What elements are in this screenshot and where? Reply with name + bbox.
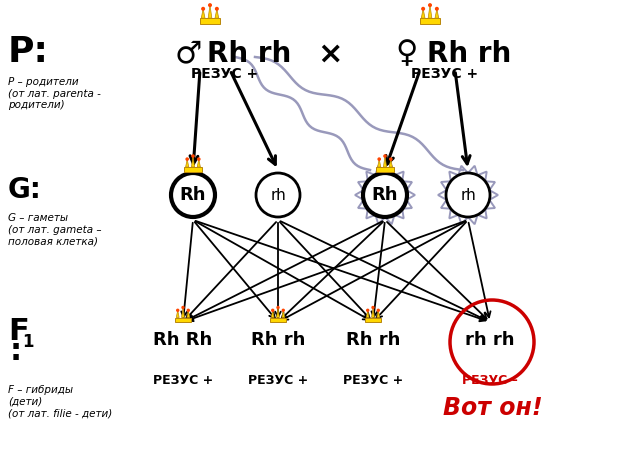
Circle shape xyxy=(446,173,490,217)
Polygon shape xyxy=(187,311,189,317)
Polygon shape xyxy=(201,9,205,18)
Polygon shape xyxy=(365,317,381,322)
Circle shape xyxy=(256,173,300,217)
Circle shape xyxy=(198,158,200,160)
Polygon shape xyxy=(420,18,440,24)
Text: rh rh: rh rh xyxy=(465,331,515,349)
Text: F – гибриды
(дети)
(от лат. filie - дети): F – гибриды (дети) (от лат. filie - дети… xyxy=(8,385,112,418)
Text: Rh rh: Rh rh xyxy=(346,331,400,349)
Polygon shape xyxy=(270,317,286,322)
Text: ×: × xyxy=(317,39,343,69)
Polygon shape xyxy=(176,311,179,317)
Text: Rh: Rh xyxy=(372,186,398,204)
Polygon shape xyxy=(182,307,184,317)
Circle shape xyxy=(216,7,218,10)
Text: РЕЗУС +: РЕЗУС + xyxy=(343,374,403,387)
Circle shape xyxy=(378,158,380,160)
Polygon shape xyxy=(208,5,212,18)
Circle shape xyxy=(209,4,211,6)
Text: ♂: ♂ xyxy=(175,39,202,69)
Polygon shape xyxy=(383,156,387,167)
Text: ♀: ♀ xyxy=(395,39,417,69)
Polygon shape xyxy=(191,156,195,167)
Text: Rh rh: Rh rh xyxy=(251,331,305,349)
Text: G – гаметы
(от лат. gameta –
половая клетка): G – гаметы (от лат. gameta – половая кле… xyxy=(8,213,102,246)
Circle shape xyxy=(384,155,386,157)
Circle shape xyxy=(363,173,407,217)
Circle shape xyxy=(277,306,279,309)
Text: Rh rh: Rh rh xyxy=(207,40,291,68)
Polygon shape xyxy=(377,311,380,317)
Circle shape xyxy=(378,309,380,311)
Circle shape xyxy=(372,306,374,309)
Circle shape xyxy=(429,4,431,6)
Circle shape xyxy=(182,306,184,309)
Circle shape xyxy=(436,7,438,10)
Text: F: F xyxy=(8,317,29,347)
Polygon shape xyxy=(200,18,220,24)
Polygon shape xyxy=(271,311,274,317)
Circle shape xyxy=(186,158,188,160)
Text: Rh: Rh xyxy=(180,186,206,204)
Circle shape xyxy=(422,7,424,10)
Circle shape xyxy=(272,309,274,311)
Text: Вот он!: Вот он! xyxy=(443,396,543,420)
Polygon shape xyxy=(421,9,425,18)
Circle shape xyxy=(390,158,392,160)
Text: rh: rh xyxy=(270,187,286,202)
Text: rh: rh xyxy=(460,187,476,202)
Text: РЕЗУС +: РЕЗУС + xyxy=(412,67,479,81)
Circle shape xyxy=(282,309,284,311)
Circle shape xyxy=(177,309,179,311)
Text: P – родители
(от лат. parenta -
родители): P – родители (от лат. parenta - родители… xyxy=(8,77,101,110)
Polygon shape xyxy=(435,9,439,18)
Text: :: : xyxy=(10,338,22,366)
Polygon shape xyxy=(389,159,392,167)
Polygon shape xyxy=(186,159,189,167)
Text: Rh rh: Rh rh xyxy=(427,40,511,68)
Polygon shape xyxy=(378,159,381,167)
Polygon shape xyxy=(175,317,191,322)
Polygon shape xyxy=(372,307,374,317)
Text: РЕЗУС +: РЕЗУС + xyxy=(191,67,259,81)
Circle shape xyxy=(192,155,194,157)
Circle shape xyxy=(367,309,369,311)
Text: P:: P: xyxy=(8,35,49,69)
Polygon shape xyxy=(215,9,219,18)
Polygon shape xyxy=(276,307,280,317)
Polygon shape xyxy=(197,159,200,167)
Text: РЕЗУС +: РЕЗУС + xyxy=(153,374,213,387)
Polygon shape xyxy=(184,167,202,172)
Polygon shape xyxy=(428,5,432,18)
Text: G:: G: xyxy=(8,176,42,204)
Text: РЕЗУС +: РЕЗУС + xyxy=(248,374,308,387)
Text: РЕЗУС –: РЕЗУС – xyxy=(462,374,518,387)
Circle shape xyxy=(202,7,204,10)
Polygon shape xyxy=(366,311,369,317)
Circle shape xyxy=(188,309,189,311)
Polygon shape xyxy=(376,167,394,172)
Polygon shape xyxy=(282,311,285,317)
Text: Rh Rh: Rh Rh xyxy=(154,331,212,349)
Text: 1: 1 xyxy=(22,333,33,351)
Circle shape xyxy=(171,173,215,217)
